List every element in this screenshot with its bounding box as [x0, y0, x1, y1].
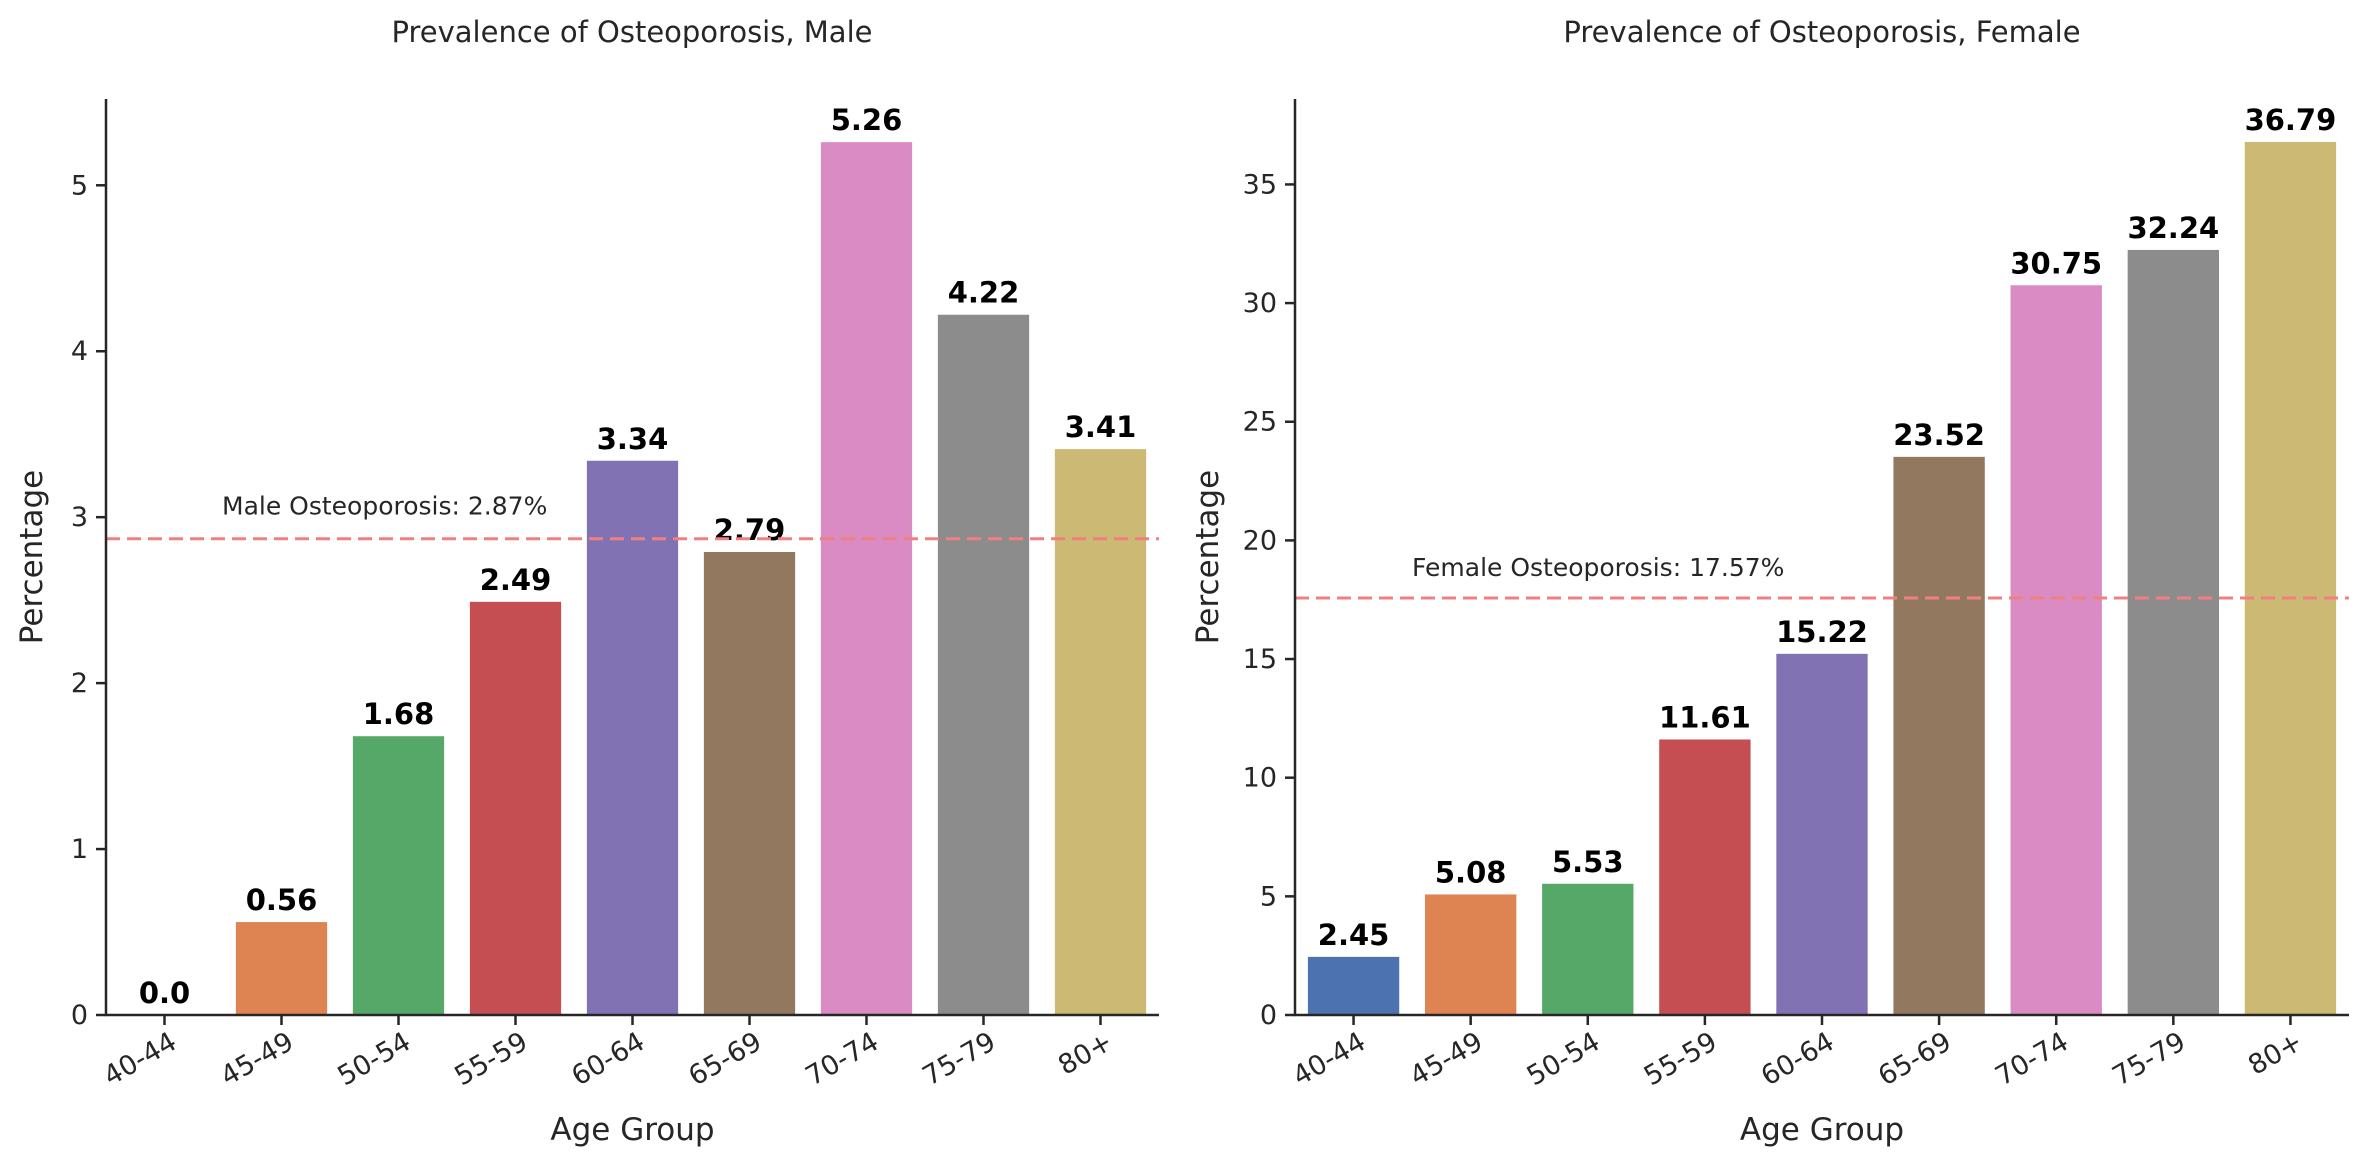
bar-45-49	[235, 922, 328, 1015]
chart-title: Prevalence of Osteoporosis, Female	[1563, 15, 2080, 49]
x-tick-label: 75-79	[2107, 1026, 2190, 1092]
bar-60-64	[1776, 653, 1868, 1015]
y-tick-label: 5	[71, 170, 88, 201]
x-tick-label: 55-59	[450, 1026, 533, 1092]
x-axis-label: Age Group	[1740, 1112, 1904, 1148]
bar-75-79	[937, 314, 1030, 1016]
bar-70-74	[820, 142, 913, 1016]
y-tick-label: 0	[1260, 1000, 1277, 1031]
reference-line-label: Female Osteoporosis: 17.57%	[1412, 553, 1784, 582]
bar-value-label: 2.49	[480, 563, 552, 597]
y-tick-label: 2	[71, 668, 88, 699]
bar-value-label: 36.79	[2245, 103, 2337, 137]
x-tick-label: 70-74	[1990, 1026, 2073, 1092]
chart-title: Prevalence of Osteoporosis, Male	[392, 15, 873, 49]
bar-value-label: 32.24	[2127, 211, 2219, 245]
y-tick-label: 1	[71, 834, 88, 865]
x-tick-label: 70-74	[801, 1026, 884, 1092]
x-axis-label: Age Group	[550, 1112, 714, 1148]
bar-45-49	[1424, 894, 1517, 1015]
bar-value-label: 2.79	[714, 513, 786, 547]
bar-50-54	[1542, 883, 1634, 1015]
bar-40-44	[1307, 956, 1400, 1015]
bar-50-54	[352, 736, 445, 1015]
bar-70-74	[2010, 285, 2102, 1015]
x-tick-label: 40-44	[99, 1026, 182, 1092]
bar-value-label: 30.75	[2010, 246, 2102, 280]
bar-value-label: 5.08	[1435, 855, 1507, 889]
female-panel: Prevalence of Osteoporosis, Female 2.45 5.…	[1190, 15, 2349, 1148]
y-tick-label: 30	[1243, 288, 1277, 319]
bar-value-label: 0.56	[246, 883, 318, 917]
x-tick-label: 60-64	[1756, 1026, 1839, 1092]
reference-line-label: Male Osteoporosis: 2.87%	[222, 492, 547, 521]
bar-value-label: 0.0	[139, 976, 190, 1010]
x-tick-label: 75-79	[918, 1026, 1001, 1092]
bar-value-label: 5.53	[1552, 845, 1624, 879]
x-tick-label: 45-49	[216, 1026, 299, 1092]
y-tick-label: 10	[1243, 763, 1277, 794]
y-tick-label: 35	[1243, 169, 1277, 200]
y-tick-label: 3	[71, 502, 88, 533]
y-tick-label: 5	[1260, 881, 1277, 912]
x-tick-label: 40-44	[1288, 1026, 1371, 1092]
y-tick-label: 0	[71, 1000, 88, 1031]
bar-value-label: 5.26	[831, 103, 903, 137]
x-tick-label: 80+	[2243, 1026, 2308, 1081]
bar-80+	[2244, 141, 2337, 1015]
bar-55-59	[1659, 739, 1751, 1015]
bar-value-label: 4.22	[948, 276, 1020, 310]
bar-value-label: 23.52	[1893, 418, 1985, 452]
bar-value-label: 2.45	[1318, 918, 1390, 952]
x-tick-label: 55-59	[1639, 1026, 1722, 1092]
bar-value-label: 1.68	[363, 697, 435, 731]
bar-55-59	[469, 601, 562, 1015]
y-tick-label: 15	[1243, 644, 1277, 675]
bar-80+	[1054, 449, 1147, 1015]
bar-75-79	[2127, 249, 2220, 1016]
x-tick-label: 80+	[1053, 1026, 1118, 1081]
bar-60-64	[586, 460, 679, 1015]
male-panel: Prevalence of Osteoporosis, Male 0.0 0.56 1…	[14, 15, 1159, 1148]
bar-value-label: 15.22	[1776, 615, 1868, 649]
x-tick-label: 50-54	[1522, 1026, 1605, 1092]
x-tick-label: 65-69	[1873, 1026, 1956, 1092]
y-tick-label: 25	[1243, 407, 1277, 438]
bar-value-label: 3.34	[597, 422, 669, 456]
x-tick-label: 45-49	[1405, 1026, 1488, 1092]
bar-value-label: 11.61	[1659, 700, 1751, 734]
y-axis-label: Percentage	[1190, 470, 1226, 644]
bar-value-label: 3.41	[1065, 410, 1137, 444]
x-tick-label: 50-54	[333, 1026, 416, 1092]
y-tick-label: 4	[71, 336, 88, 367]
x-tick-label: 65-69	[684, 1026, 767, 1092]
bar-65-69	[1893, 456, 1985, 1015]
x-tick-label: 60-64	[567, 1026, 650, 1092]
bar-65-69	[703, 552, 796, 1015]
y-axis-label: Percentage	[14, 470, 50, 644]
y-tick-label: 20	[1243, 525, 1277, 556]
